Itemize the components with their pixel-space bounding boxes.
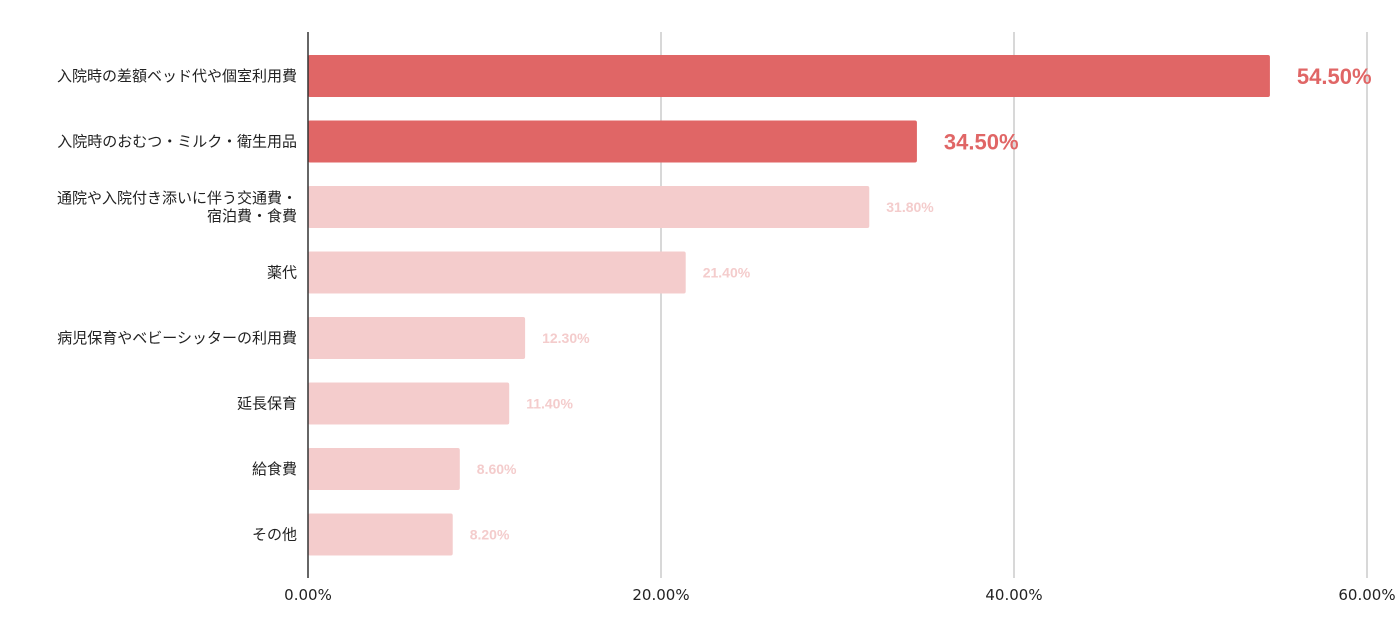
category-label: 薬代 [267, 264, 297, 282]
category-label: その他 [252, 526, 297, 544]
category-label: 入院時の差額ベッド代や個室利用費 [57, 67, 297, 85]
data-label: 11.40% [526, 396, 573, 412]
category-label: 通院や入院付き添いに伴う交通費・宿泊費・食費 [57, 189, 297, 225]
bar [308, 251, 686, 294]
data-label: 54.50% [1297, 64, 1372, 89]
bar [308, 317, 526, 359]
bar [308, 448, 460, 490]
bar [308, 382, 510, 425]
label-layer: 0.00% 20.00% 40.00% 60.00% 入院時の差額ベッド代や個室利用費 5… [57, 64, 1396, 604]
category-label: 入院時のおむつ・ミルク・衛生用品 [57, 133, 297, 151]
data-label: 12.30% [542, 330, 590, 346]
bar [308, 513, 453, 556]
category-label: 病児保育やベビーシッターの利用費 [57, 329, 297, 347]
x-tick-label: 40.00% [985, 586, 1042, 604]
category-label: 給食費 [252, 460, 297, 478]
x-tick-label: 0.00% [284, 586, 332, 604]
data-label: 31.80% [886, 199, 934, 215]
data-label: 8.20% [470, 527, 510, 543]
data-label: 8.60% [477, 461, 517, 477]
x-tick-label: 20.00% [632, 586, 689, 604]
data-label: 21.40% [703, 265, 751, 281]
category-label: 延長保育 [237, 395, 297, 413]
data-label: 34.50% [944, 130, 1019, 155]
bar [308, 55, 1270, 97]
bar [308, 186, 870, 228]
bar [308, 120, 917, 163]
bar-layer [308, 55, 1270, 556]
grid-layer [660, 32, 1368, 578]
x-tick-label: 60.00% [1338, 586, 1395, 604]
